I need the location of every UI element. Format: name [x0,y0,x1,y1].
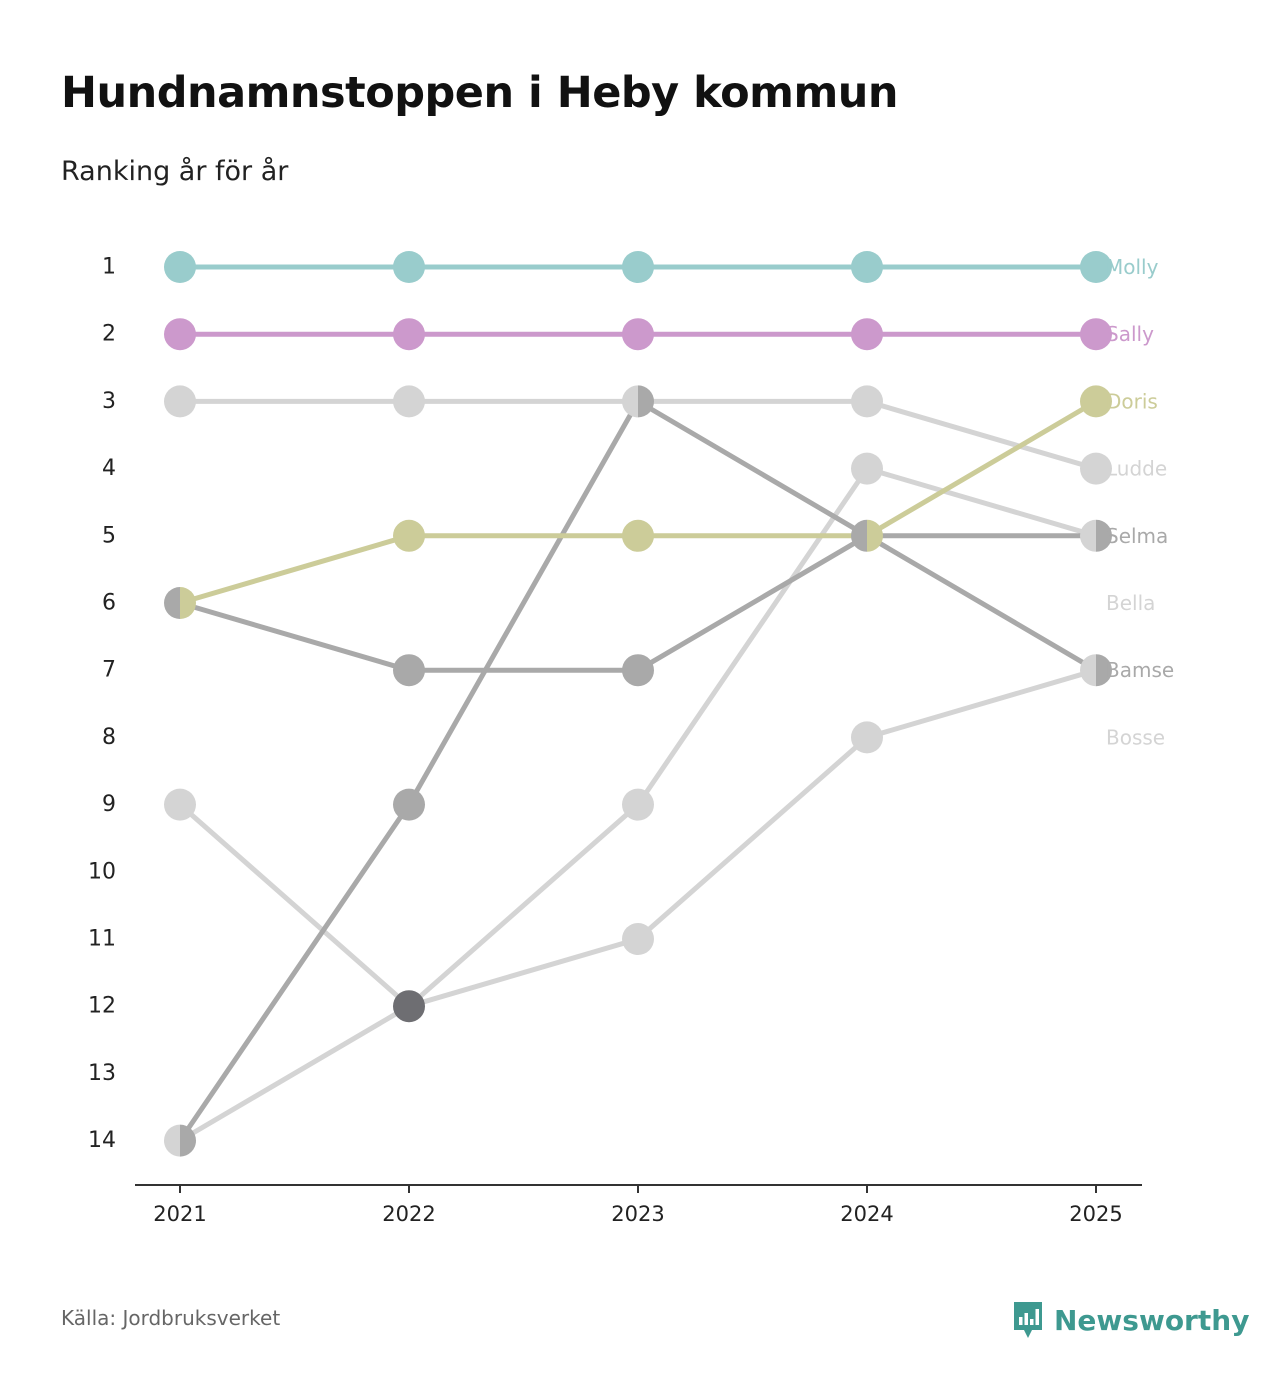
y-tick-label: 6 [102,591,116,616]
y-tick-label: 4 [102,456,116,481]
data-point-bella [1080,519,1096,552]
y-tick-label: 2 [102,322,116,347]
data-point-molly [622,251,654,283]
data-point-merged [393,990,425,1023]
data-point-selma [1096,519,1112,552]
data-point-bamse [180,1124,196,1157]
y-tick-label: 5 [102,523,116,548]
brand-name: Newsworthy [1054,1303,1250,1337]
data-point-bamse [1096,654,1112,687]
data-point-bosse [1080,654,1096,687]
series-label-bella: Bella [1106,591,1155,615]
x-tick-label: 2025 [1069,1202,1122,1226]
chart-title: Hundnamnstoppen i Heby kommun [61,68,899,118]
y-tick-label: 7 [102,658,116,683]
series-label-selma: Selma [1106,524,1168,548]
data-point-selma [164,587,180,619]
data-point-bella [164,788,196,821]
data-point-sally [851,318,883,351]
series-label-sally: Sally [1106,322,1154,346]
newsworthy-logo-icon [1014,1302,1042,1338]
y-tick-label: 8 [102,725,116,750]
x-tick-label: 2022 [382,1202,435,1226]
y-tick-label: 1 [102,255,116,280]
data-point-bosse [622,923,654,955]
x-tick-label: 2021 [153,1202,206,1226]
data-point-ludde [851,385,883,418]
data-point-bella [851,452,883,485]
data-point-ludde [393,385,425,418]
series-label-doris: Doris [1106,389,1158,413]
data-point-bamse [638,385,654,418]
data-point-bosse [851,721,883,754]
chart-subtitle: Ranking år för år [61,156,289,187]
data-point-ludde [1080,452,1112,485]
newsworthy-brand[interactable]: Newsworthy [1012,1300,1249,1340]
y-tick-label: 9 [102,792,116,817]
data-point-selma [622,654,654,687]
series-line-bosse [177,667,1099,1144]
data-point-molly [393,251,425,283]
y-tick-label: 13 [88,1061,116,1086]
data-point-selma [867,519,883,552]
series-label-bamse: Bamse [1106,658,1174,682]
data-point-sally [164,318,196,351]
source-note: Källa: Jordbruksverket [61,1306,281,1330]
y-tick-label: 14 [88,1128,116,1153]
series-label-ludde: Ludde [1106,457,1167,481]
x-tick-label: 2024 [840,1202,893,1226]
data-point-ludde [622,385,638,418]
data-point-bamse [393,788,425,821]
y-tick-label: 12 [88,994,116,1019]
series-line-bamse [177,398,1099,1144]
series-line-selma [177,533,1099,673]
data-point-doris [180,587,196,619]
data-point-molly [164,251,196,283]
y-tick-label: 3 [102,389,116,414]
data-point-sally [1080,318,1112,351]
series-label-bosse: Bosse [1106,725,1165,749]
data-point-doris [622,519,654,552]
data-point-bamse [851,519,867,552]
data-point-molly [1080,251,1112,283]
data-point-ludde [164,385,196,418]
x-tick-label: 2023 [611,1202,664,1226]
data-point-molly [851,251,883,283]
data-point-doris [393,519,425,552]
data-point-bosse [164,1124,180,1157]
data-point-selma [393,654,425,687]
data-point-sally [622,318,654,351]
series-line-doris [177,398,1099,606]
data-point-bella [622,788,654,821]
y-tick-label: 11 [88,927,116,952]
y-tick-label: 10 [88,859,116,884]
data-point-sally [393,318,425,351]
series-label-molly: Molly [1106,255,1159,279]
data-point-doris [1080,385,1112,418]
